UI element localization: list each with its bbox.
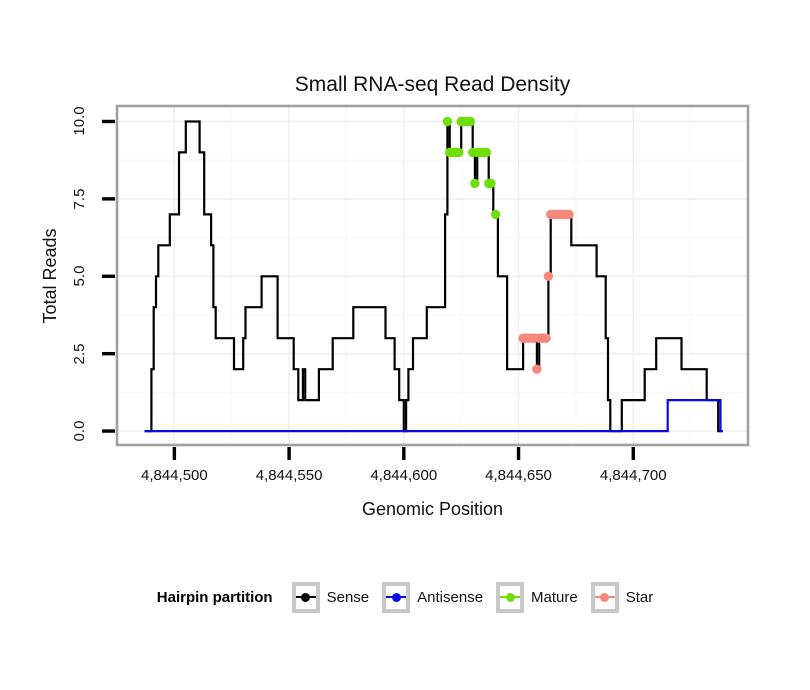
series-point-mature: [442, 116, 453, 127]
legend-item-label: Star: [625, 588, 654, 606]
series-point-mature: [486, 178, 496, 189]
chart-title: Small RNA-seq Read Density: [294, 73, 571, 96]
legend-key-antisense-icon: [382, 581, 411, 613]
legend-item-sense: Sense: [291, 581, 370, 613]
series-point-mature: [470, 178, 480, 189]
legend-title: Hairpin partition: [156, 588, 273, 606]
x-axis-label: Genomic Position: [361, 499, 504, 519]
series-point-star: [541, 333, 551, 343]
legend-key-sense-icon: [291, 581, 320, 613]
series-line-sense: [144, 120, 723, 433]
series-point-mature: [465, 116, 476, 127]
panel-background: [117, 106, 748, 445]
legend-item-label: Sense: [326, 588, 370, 606]
series-point-star: [532, 364, 542, 374]
legend: Hairpin partition Sense Antisense Mature St…: [0, 580, 810, 614]
legend-key-mature-icon: [496, 581, 525, 613]
series-point-mature: [454, 147, 464, 158]
series-point-mature: [490, 209, 501, 220]
legend-key-star-icon: [590, 581, 619, 613]
y-axis-label: Total Reads: [40, 228, 60, 324]
legend-item-label: Antisense: [417, 588, 484, 606]
legend-item-mature: Mature: [496, 581, 578, 613]
series-point-star: [564, 209, 574, 220]
panel-border: [115, 104, 750, 447]
series-line-antisense: [144, 399, 723, 433]
legend-item-star: Star: [590, 581, 654, 613]
legend-item-antisense: Antisense: [382, 581, 484, 613]
legend-item-label: Mature: [531, 588, 578, 606]
series-point-mature: [481, 147, 492, 158]
series-point-star: [543, 271, 554, 281]
